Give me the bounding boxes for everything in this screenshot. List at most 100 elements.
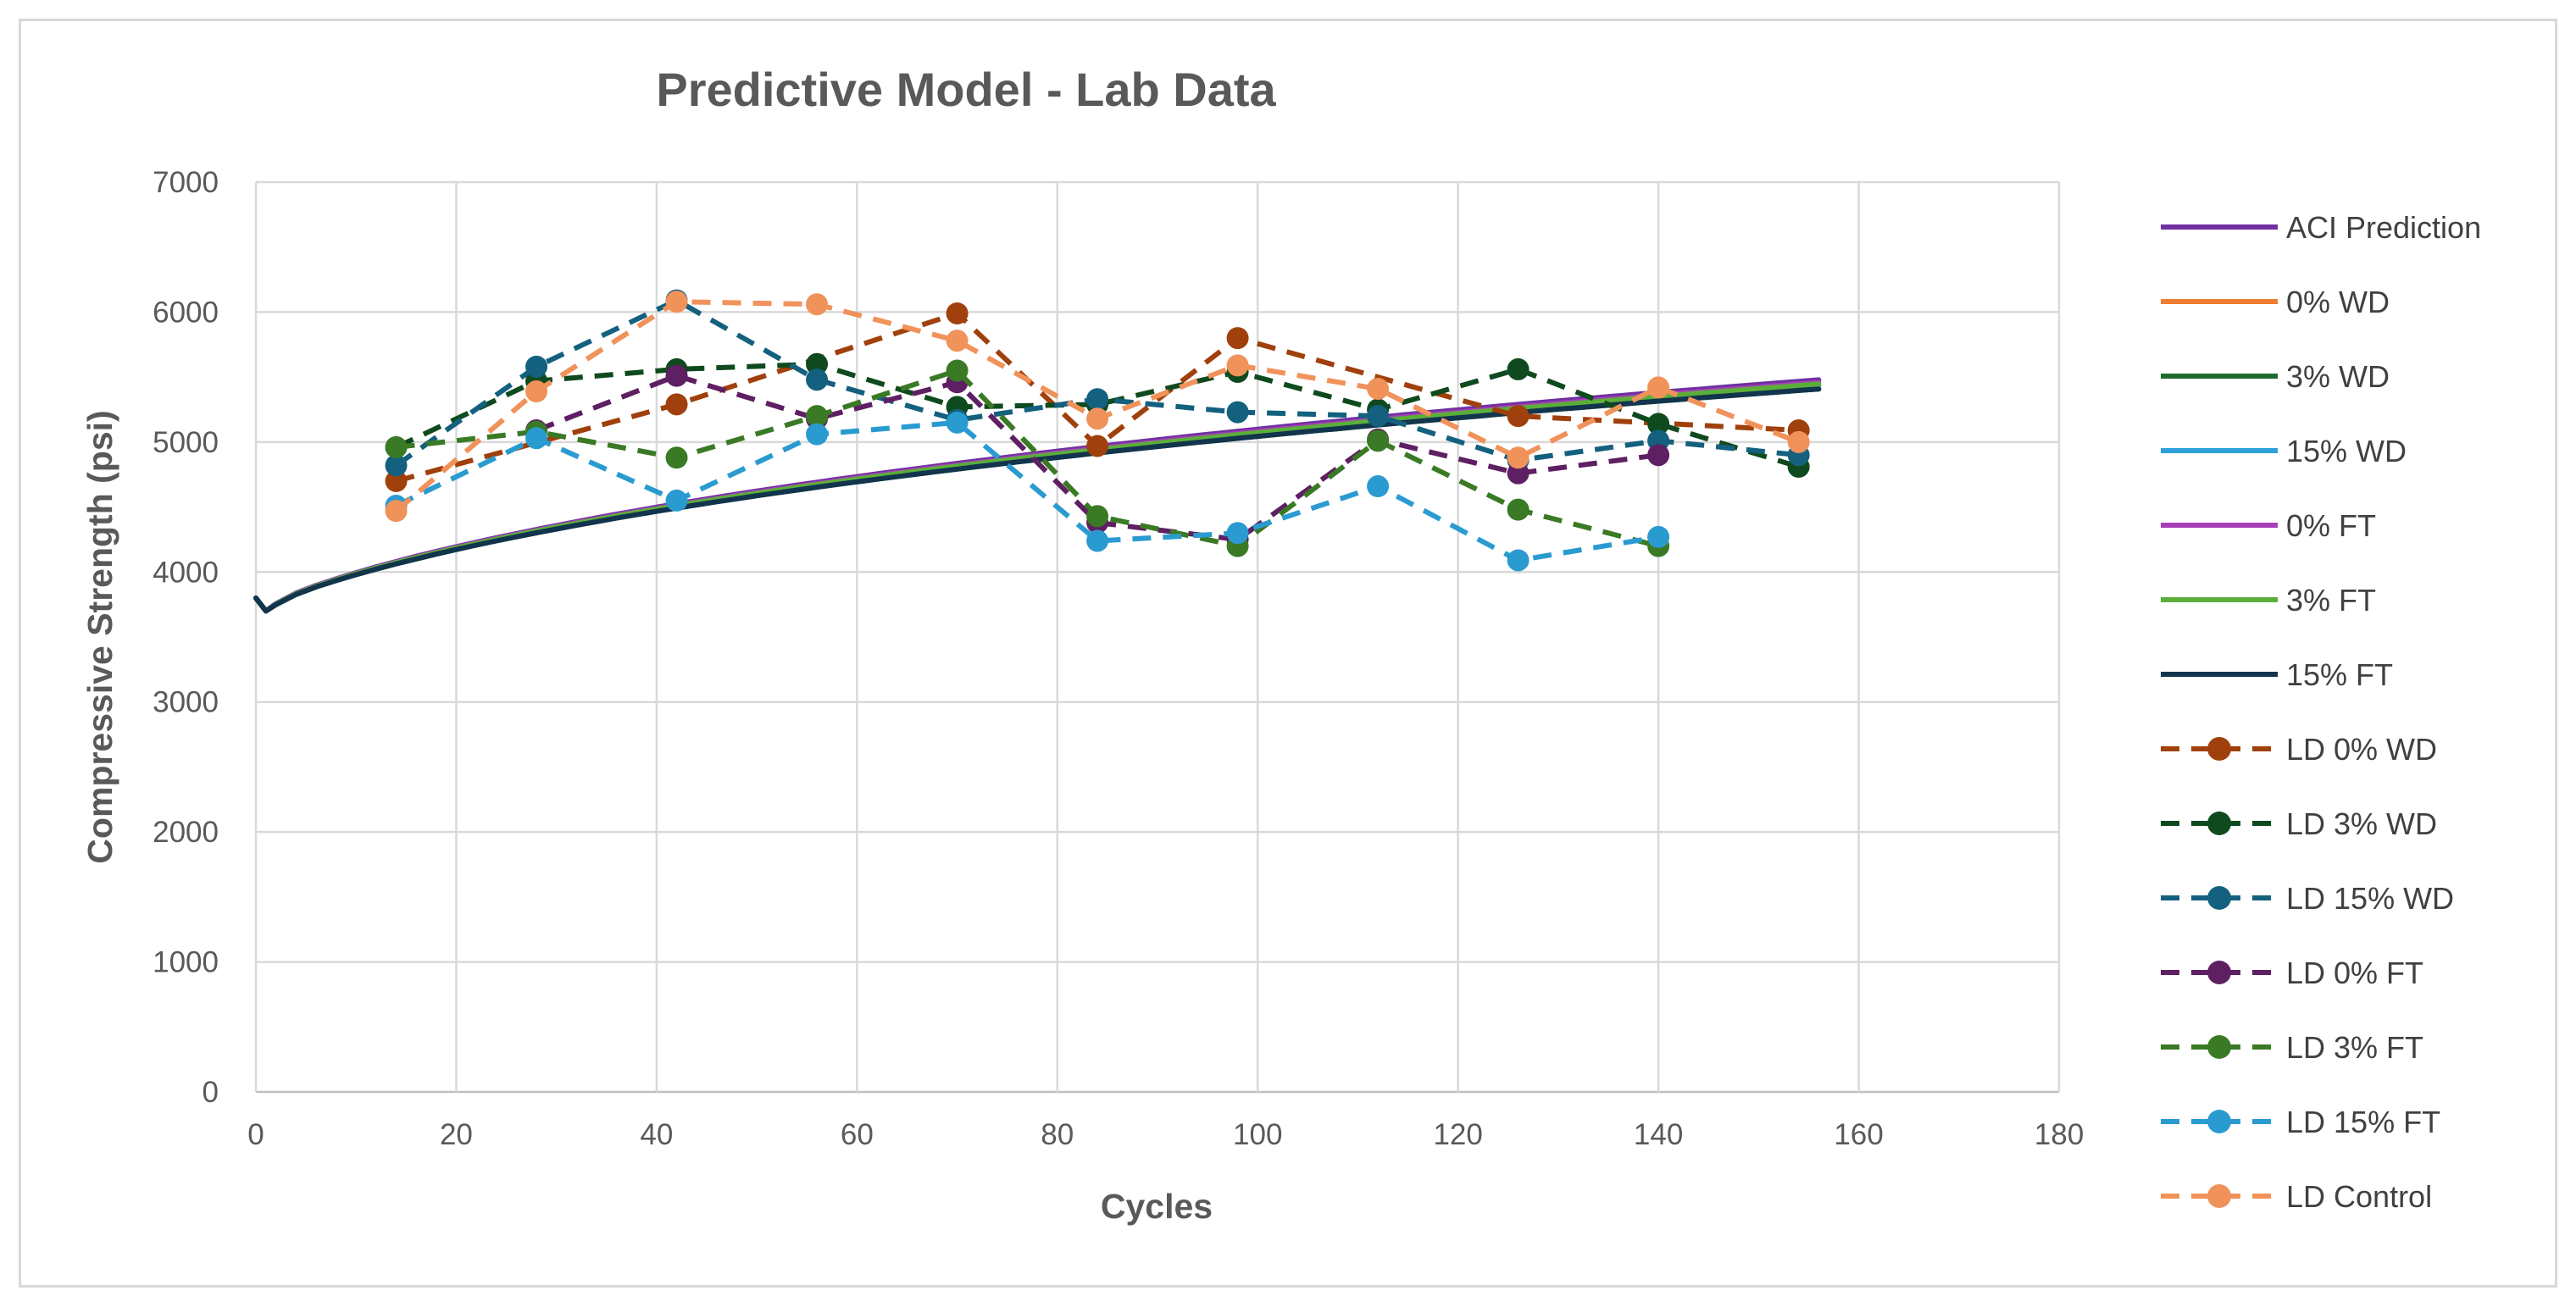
y-axis-title: Compressive Strength (psi) [80,410,119,863]
legend-item: LD 3% FT [2161,1030,2423,1065]
legend-marker [2207,886,2231,910]
data-point [1367,377,1390,400]
x-tick-label: 60 [841,1118,874,1151]
legend-item: 3% WD [2161,359,2390,394]
data-point [525,355,548,378]
legend-label: 0% FT [2286,508,2376,543]
series-15-ft [253,386,1822,614]
x-axis-title: Cycles [1101,1187,1213,1226]
data-point [385,500,408,523]
legend-item: ACI Prediction [2161,210,2481,245]
series-line [253,386,1822,614]
series-ld-control [385,291,1810,523]
legend-item: 15% WD [2161,434,2407,468]
data-point [1086,407,1109,430]
legend-item: LD 15% WD [2161,881,2454,916]
data-point [946,411,969,434]
legend-label: 3% WD [2286,359,2390,394]
legend-marker [2207,961,2231,984]
legend-item: 3% FT [2161,583,2376,618]
data-point [1226,522,1249,545]
data-point [1507,462,1530,485]
data-point [1226,401,1249,424]
data-point [665,446,688,469]
data-point [385,435,408,458]
series-line [253,379,1822,614]
series-line [535,373,1659,542]
data-point [525,380,548,403]
series-aci-prediction [253,377,1822,614]
data-point [806,352,829,375]
data-point [1507,446,1530,469]
data-point [1647,413,1670,435]
legend-label: 3% FT [2286,583,2376,618]
data-point [1226,327,1249,350]
legend-label: 15% WD [2286,434,2407,468]
legend-label: LD Control [2286,1179,2432,1214]
legend-marker [2207,1110,2231,1133]
series-0-ft [253,379,1822,614]
data-point [525,427,548,450]
legend-marker [2207,1184,2231,1208]
y-tick-label: 1000 [153,946,219,979]
y-tick-label: 7000 [153,166,219,199]
x-tick-label: 180 [2035,1118,2084,1151]
y-tick-label: 4000 [153,556,219,589]
x-tick-label: 100 [1233,1118,1282,1151]
legend-item: LD 15% FT [2161,1105,2440,1139]
chart-title: Predictive Model - Lab Data [656,63,1276,116]
data-point [1507,405,1530,428]
chart-frame [19,19,2557,1288]
data-point [1367,475,1390,498]
legend-marker [2207,737,2231,761]
legend-item: LD 0% FT [2161,956,2423,990]
x-tick-label: 40 [640,1118,673,1151]
data-point [946,302,969,324]
data-point [1086,388,1109,411]
data-point [806,293,829,316]
x-tick-label: 140 [1634,1118,1683,1151]
legend: ACI Prediction 0% WD 3% WD 15% WD 0% FT 3% FT… [2161,210,2481,1214]
x-tick-label: 120 [1433,1118,1482,1151]
y-tick-label: 2000 [153,816,219,849]
data-point [1367,405,1390,428]
data-point [1226,354,1249,377]
legend-item: 0% FT [2161,508,2376,543]
legend-marker [2207,1035,2231,1059]
data-point [1086,435,1109,457]
legend-label: 15% FT [2286,657,2393,692]
legend-item: 15% FT [2161,657,2393,692]
legend-label: LD 3% FT [2286,1030,2423,1065]
data-point [1086,529,1109,552]
axis-layer: 0 1000 2000 3000 4000 5000 6000 7000 0 20 40 60 80 10… [153,166,2084,1151]
legend-marker [2207,812,2231,835]
data-point [1647,525,1670,548]
data-point [1507,357,1530,380]
data-point [665,291,688,313]
legend-item: LD Control [2161,1179,2432,1214]
y-tick-label: 5000 [153,426,219,459]
series-layer [253,289,1822,614]
data-point [385,469,408,492]
data-point [806,368,829,391]
y-tick-label: 3000 [153,686,219,719]
data-point [1507,498,1530,521]
y-tick-label: 0 [203,1076,219,1109]
data-point [1647,444,1670,467]
data-point [1787,430,1810,453]
data-point [1086,505,1109,528]
x-tick-label: 80 [1041,1118,1074,1151]
data-point [665,489,688,512]
data-point [665,364,688,387]
grid-layer [254,180,2061,1094]
legend-item: LD 3% WD [2161,806,2437,841]
x-tick-label: 20 [440,1118,473,1151]
data-point [946,330,969,352]
y-tick-label: 6000 [153,296,219,329]
series-line [253,377,1822,614]
legend-label: LD 0% WD [2286,732,2437,767]
x-tick-label: 160 [1834,1118,1883,1151]
legend-label: LD 0% FT [2286,956,2423,990]
data-point [1507,549,1530,572]
